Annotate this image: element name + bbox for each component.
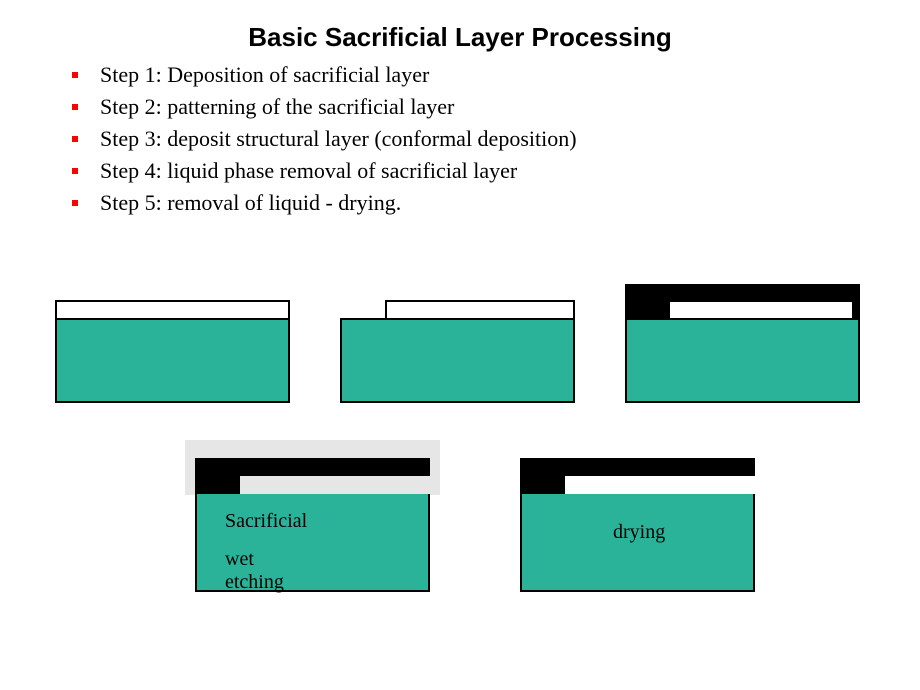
structural-layer-left bbox=[625, 300, 670, 320]
structural-layer-top bbox=[520, 458, 755, 476]
substrate bbox=[55, 318, 290, 403]
step-row: Step 1: Deposition of sacrificial layer bbox=[72, 62, 577, 88]
structural-layer-left bbox=[195, 474, 240, 494]
sacrificial-layer bbox=[385, 300, 575, 320]
sacrificial-layer bbox=[670, 300, 854, 320]
structural-layer-top bbox=[195, 458, 430, 476]
released-gap bbox=[565, 476, 755, 494]
bullet-icon bbox=[72, 136, 78, 142]
etched-gap bbox=[240, 476, 430, 494]
bullet-icon bbox=[72, 200, 78, 206]
substrate bbox=[340, 318, 575, 403]
slide-title: Basic Sacrificial Layer Processing bbox=[0, 22, 920, 53]
substrate bbox=[625, 318, 860, 403]
step-text: Step 3: deposit structural layer (confor… bbox=[100, 126, 577, 152]
structural-layer-right bbox=[854, 300, 860, 320]
sacrificial-layer bbox=[55, 300, 290, 320]
step-text: Step 1: Deposition of sacrificial layer bbox=[100, 62, 429, 88]
step-text: Step 4: liquid phase removal of sacrific… bbox=[100, 158, 517, 184]
step-row: Step 4: liquid phase removal of sacrific… bbox=[72, 158, 577, 184]
step-text: Step 2: patterning of the sacrificial la… bbox=[100, 94, 454, 120]
diagram-label: wet etching bbox=[225, 548, 284, 594]
step-row: Step 2: patterning of the sacrificial la… bbox=[72, 94, 577, 120]
bullet-icon bbox=[72, 104, 78, 110]
step-row: Step 5: removal of liquid - drying. bbox=[72, 190, 577, 216]
structural-layer-left bbox=[520, 474, 565, 494]
diagram-label: Sacrificial bbox=[225, 510, 307, 533]
diagram-label: drying bbox=[613, 521, 665, 544]
step-row: Step 3: deposit structural layer (confor… bbox=[72, 126, 577, 152]
bullet-icon bbox=[72, 168, 78, 174]
steps-list: Step 1: Deposition of sacrificial layer … bbox=[72, 62, 577, 222]
bullet-icon bbox=[72, 72, 78, 78]
step-text: Step 5: removal of liquid - drying. bbox=[100, 190, 401, 216]
